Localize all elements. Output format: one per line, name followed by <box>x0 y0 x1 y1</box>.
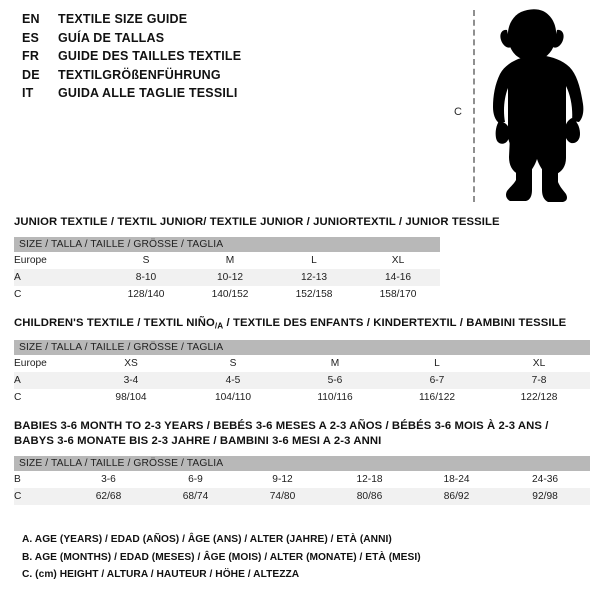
cell-value: 122/128 <box>488 389 591 407</box>
row-label: C <box>14 389 80 407</box>
cell-value: XS <box>80 355 182 373</box>
cell-value: 9-12 <box>239 471 326 488</box>
row-label: C <box>14 488 65 505</box>
language-title: TEXTILE SIZE GUIDE <box>58 12 188 26</box>
row-label: C <box>14 286 104 303</box>
section-heading-children: CHILDREN'S TEXTILE / TEXTIL NIÑO/A / TEX… <box>14 316 590 333</box>
cell-value: 6-7 <box>386 372 488 390</box>
junior-bar-label: SIZE / TALLA / TAILLE / GRÖSSE / TAGLIA <box>14 237 441 252</box>
cell-value: 116/122 <box>386 389 488 407</box>
language-code: ES <box>22 30 40 45</box>
section-heading-junior: JUNIOR TEXTILE / TEXTIL JUNIOR/ TEXTILE … <box>14 216 500 228</box>
row-label: A <box>14 269 104 286</box>
footnote-b: B. AGE (MONTHS) / EDAD (MESES) / ÂGE (MO… <box>22 551 421 563</box>
cell-value: 7-8 <box>488 372 591 390</box>
cell-value: 12-18 <box>326 471 413 488</box>
footnote-legend: A. AGE (YEARS) / EDAD (AÑOS) / ÂGE (ANS)… <box>22 531 562 584</box>
children-bar-label: SIZE / TALLA / TAILLE / GRÖSSE / TAGLIA <box>14 340 591 356</box>
language-title: GUÍA DE TALLAS <box>58 30 165 45</box>
language-row: FR GUIDE DES TAILLES TEXTILE <box>22 49 422 68</box>
language-row: DE TEXTILGRÖßENFÜHRUNG <box>22 68 422 87</box>
cell-value: 18-24 <box>413 471 500 488</box>
language-code: EN <box>22 12 40 26</box>
section-childrens-textile: CHILDREN'S TEXTILE / TEXTIL NIÑO/A / TEX… <box>14 316 591 407</box>
table-row: C 98/104 104/110 110/116 116/122 122/128 <box>14 389 591 407</box>
language-title-block: EN TEXTILE SIZE GUIDE ES GUÍA DE TALLAS … <box>22 12 422 105</box>
cell-value: 104/110 <box>182 389 284 407</box>
table-row: A 8-10 10-12 12-13 14-16 <box>14 269 441 286</box>
language-code: IT <box>22 86 34 100</box>
junior-size-table: SIZE / TALLA / TAILLE / GRÖSSE / TAGLIA … <box>14 237 441 303</box>
cell-value: 158/170 <box>356 286 441 303</box>
language-row: ES GUÍA DE TALLAS <box>22 31 422 50</box>
cell-value: 98/104 <box>80 389 182 407</box>
cell-value: 62/68 <box>65 488 152 505</box>
height-illustration: C <box>440 0 600 208</box>
footnote-c: C. (cm) HEIGHT / ALTURA / HAUTEUR / HÖHE… <box>22 569 300 580</box>
cell-value: 10-12 <box>188 269 272 286</box>
cell-value: 3-6 <box>65 471 152 488</box>
cell-value: 12-13 <box>272 269 356 286</box>
cell-value: 86/92 <box>413 488 500 505</box>
babies-size-table: SIZE / TALLA / TAILLE / GRÖSSE / TAGLIA … <box>14 456 591 505</box>
cell-value: 152/158 <box>272 286 356 303</box>
cell-value: 68/74 <box>152 488 239 505</box>
table-row: Europe S M L XL <box>14 252 441 269</box>
language-code: DE <box>22 67 40 82</box>
cell-value: 24-36 <box>500 471 591 488</box>
table-row: Europe XS S M L XL <box>14 355 591 373</box>
table-row: C 128/140 140/152 152/158 158/170 <box>14 286 441 303</box>
cell-value: 110/116 <box>284 389 386 407</box>
language-row: EN TEXTILE SIZE GUIDE <box>22 12 422 31</box>
table-bar-row: SIZE / TALLA / TAILLE / GRÖSSE / TAGLIA <box>14 340 591 356</box>
cell-value: L <box>272 252 356 269</box>
row-label: Europe <box>14 355 80 373</box>
cell-value: 8-10 <box>104 269 188 286</box>
footnote-a: A. AGE (YEARS) / EDAD (AÑOS) / ÂGE (ANS)… <box>22 534 392 545</box>
cell-value: M <box>284 355 386 373</box>
language-row: IT GUIDA ALLE TAGLIE TESSILI <box>22 86 422 105</box>
cell-value: XL <box>356 252 441 269</box>
language-title: GUIDA ALLE TAGLIE TESSILI <box>58 86 238 100</box>
heading-part-subscript: /A <box>214 321 224 331</box>
toddler-silhouette-icon <box>493 9 584 202</box>
section-heading-babies-line1: BABIES 3-6 MONTH TO 2-3 YEARS / BEBÉS 3-… <box>14 420 549 432</box>
cell-value: M <box>188 252 272 269</box>
section-babies-textile: BABIES 3-6 MONTH TO 2-3 YEARS / BEBÉS 3-… <box>14 419 591 505</box>
cell-value: 92/98 <box>500 488 591 505</box>
table-row: A 3-4 4-5 5-6 6-7 7-8 <box>14 372 591 390</box>
row-label: Europe <box>14 252 104 269</box>
table-row: B 3-6 6-9 9-12 12-18 18-24 24-36 <box>14 471 591 488</box>
cell-value: 5-6 <box>284 372 386 390</box>
cell-value: 3-4 <box>80 372 182 390</box>
row-label: A <box>14 372 80 390</box>
cell-value: S <box>182 355 284 373</box>
table-bar-row: SIZE / TALLA / TAILLE / GRÖSSE / TAGLIA <box>14 456 591 471</box>
section-heading-babies-line2: BABYS 3-6 MONATE BIS 2-3 JAHRE / BAMBINI… <box>14 435 382 447</box>
cell-value: 80/86 <box>326 488 413 505</box>
height-measure-label: C <box>454 106 462 118</box>
heading-part-pre: CHILDREN'S TEXTILE / TEXTIL NIÑO <box>14 317 215 329</box>
cell-value: 128/140 <box>104 286 188 303</box>
cell-value: XL <box>488 355 591 373</box>
heading-part-post: / TEXTILE DES ENFANTS / KINDERTEXTIL / B… <box>223 317 567 329</box>
language-title: GUIDE DES TAILLES TEXTILE <box>58 49 242 63</box>
cell-value: 140/152 <box>188 286 272 303</box>
cell-value: L <box>386 355 488 373</box>
language-title: TEXTILGRÖßENFÜHRUNG <box>58 67 221 82</box>
cell-value: 4-5 <box>182 372 284 390</box>
language-code: FR <box>22 49 40 63</box>
cell-value: S <box>104 252 188 269</box>
table-row: C 62/68 68/74 74/80 80/86 86/92 92/98 <box>14 488 591 505</box>
cell-value: 14-16 <box>356 269 441 286</box>
babies-bar-label: SIZE / TALLA / TAILLE / GRÖSSE / TAGLIA <box>14 456 591 471</box>
cell-value: 6-9 <box>152 471 239 488</box>
section-junior-textile: JUNIOR TEXTILE / TEXTIL JUNIOR/ TEXTILE … <box>14 215 500 303</box>
vertical-dashed-measure-line-icon <box>473 10 475 202</box>
children-size-table: SIZE / TALLA / TAILLE / GRÖSSE / TAGLIA … <box>14 340 591 407</box>
row-label: B <box>14 471 65 488</box>
cell-value: 74/80 <box>239 488 326 505</box>
table-bar-row: SIZE / TALLA / TAILLE / GRÖSSE / TAGLIA <box>14 237 441 252</box>
